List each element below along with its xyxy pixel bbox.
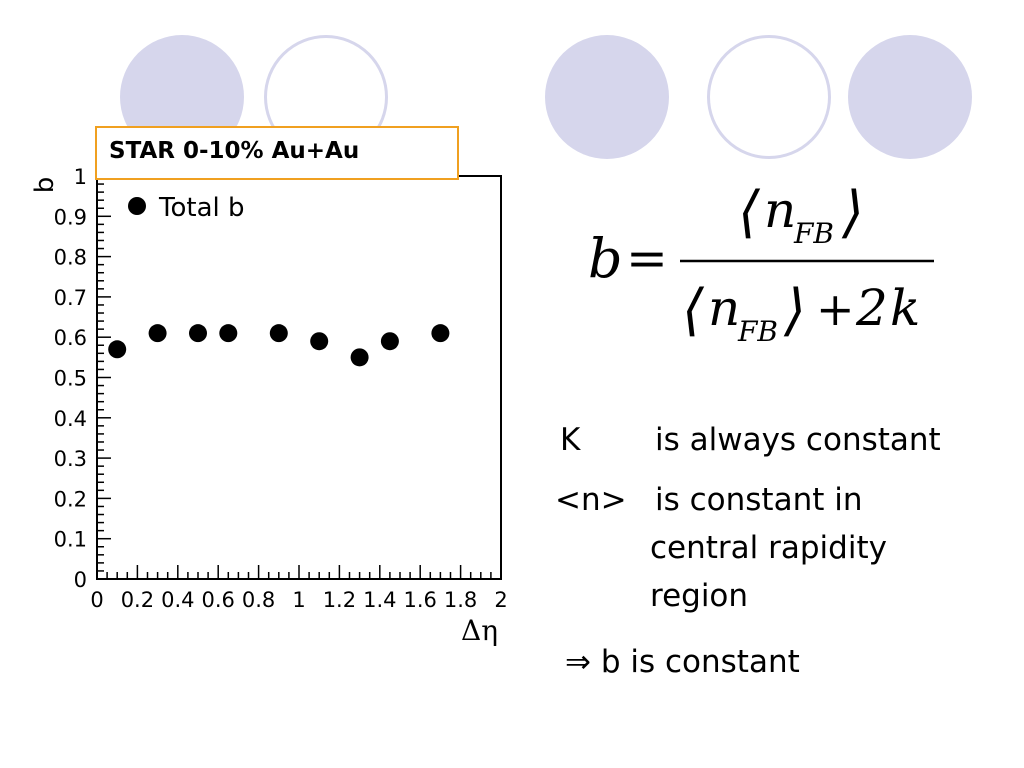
svg-text:n: n: [764, 181, 796, 239]
y-tick-label: 0.7: [54, 286, 87, 310]
y-tick-label: 0.5: [54, 367, 87, 391]
x-tick-label: 1.2: [323, 588, 356, 612]
svg-text:FB: FB: [793, 217, 834, 250]
svg-text:⟩: ⟩: [841, 180, 864, 245]
tick-label-group: 0 0.2 0.4 0.6 0.8 1 1.2 1.4 1.6 1.8 2 0 0.1 0.2 0.3 0.4…: [54, 165, 508, 612]
n-description-line1: is constant in: [655, 482, 863, 518]
data-point: [189, 324, 207, 343]
y-tick-label: 0: [74, 568, 87, 592]
y-tick-label: 0.4: [54, 407, 87, 431]
tick-group: [96, 175, 502, 580]
data-point: [219, 324, 238, 343]
legend-marker: [128, 197, 146, 215]
x-tick-label: 0.8: [242, 588, 275, 612]
data-point: [380, 332, 399, 351]
formula-equals: =: [626, 229, 668, 287]
decorative-circle-3: [848, 35, 972, 159]
x-tick-label: 1.4: [363, 588, 396, 612]
plot-frame: [96, 175, 502, 580]
data-point: [269, 324, 288, 343]
y-tick-label: 0.1: [54, 528, 87, 552]
formula-svg: b = ⟨ n FB ⟩ ⟨ n FB ⟩ + 2 k: [588, 180, 934, 348]
x-tick-label: 0.6: [201, 588, 234, 612]
x-axis-label: Δη: [461, 614, 498, 647]
formula-denominator: ⟨ n FB ⟩ + 2 k: [682, 278, 920, 348]
data-point-group: [108, 324, 450, 367]
x-tick-label: 1: [292, 588, 305, 612]
y-tick-label: 0.6: [54, 326, 87, 350]
svg-text:+: +: [816, 282, 855, 336]
y-tick-label: 0.8: [54, 246, 87, 270]
legend-label: Total b: [158, 193, 245, 223]
x-tick-label: 0.4: [161, 588, 194, 612]
k-description: is always constant: [655, 422, 941, 458]
svg-text:FB: FB: [737, 315, 778, 348]
n-description-line2: central rapidity: [650, 530, 887, 566]
data-point: [148, 324, 167, 343]
formula-lhs: b: [588, 227, 623, 290]
conclusion-text: ⇒ b is constant: [565, 644, 800, 680]
x-tick-label: 1.8: [444, 588, 477, 612]
svg-text:2: 2: [855, 279, 888, 337]
chart-title: STAR 0-10% Au+Au: [95, 126, 459, 180]
data-point: [431, 324, 450, 343]
scatter-chart: 0 0.2 0.4 0.6 0.8 1 1.2 1.4 1.6 1.8 2 0 0.1 0.2 0.3 0.4…: [30, 165, 508, 647]
n-description-line3: region: [650, 578, 749, 614]
decorative-circle-2: [545, 35, 669, 159]
svg-text:⟩: ⟩: [783, 278, 806, 343]
x-tick-label: 1.6: [403, 588, 436, 612]
n-label: <n>: [555, 482, 627, 518]
y-tick-label: 0.3: [54, 447, 87, 471]
y-tick-label: 1: [74, 165, 87, 189]
x-tick-label: 0: [90, 588, 103, 612]
y-tick-label: 0.9: [54, 205, 87, 229]
y-axis-label: b: [30, 177, 60, 194]
svg-text:⟨: ⟨: [738, 180, 761, 245]
formula-numerator: ⟨ n FB ⟩: [738, 180, 864, 250]
formula: b = ⟨ n FB ⟩ ⟨ n FB ⟩ + 2 k: [580, 165, 960, 365]
data-point: [108, 340, 127, 359]
x-tick-label: 2: [494, 588, 507, 612]
data-point: [310, 332, 329, 351]
x-tick-label: 0.2: [121, 588, 154, 612]
k-label: K: [560, 422, 581, 458]
decorative-ring-2: [707, 35, 831, 159]
svg-text:k: k: [890, 279, 920, 337]
svg-text:⟨: ⟨: [682, 278, 705, 343]
data-point: [350, 348, 369, 367]
svg-text:n: n: [708, 279, 740, 337]
y-tick-label: 0.2: [54, 487, 87, 511]
